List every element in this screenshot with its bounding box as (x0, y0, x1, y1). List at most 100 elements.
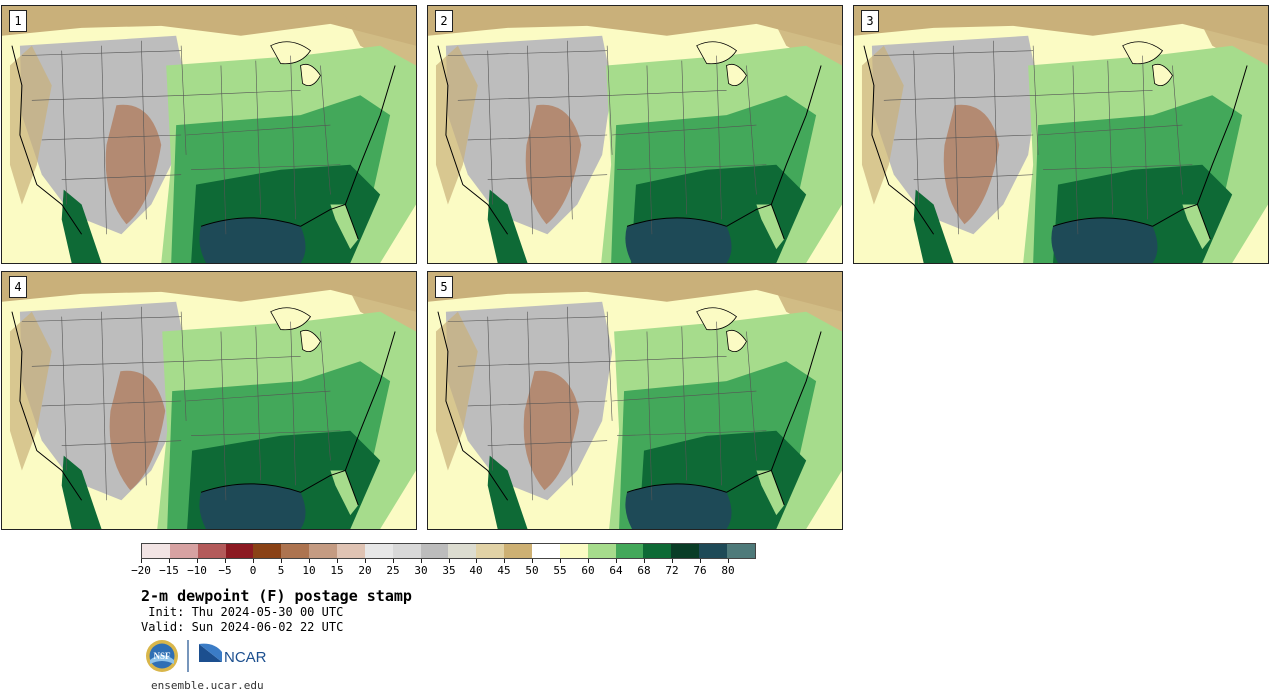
colorbar-segment (169, 544, 198, 558)
page-title: 2-m dewpoint (F) postage stamp (141, 587, 412, 605)
colorbar-tick (476, 559, 477, 563)
state-border (467, 400, 608, 407)
state-border (101, 311, 107, 501)
colorbar-segment (420, 544, 449, 558)
state-border (646, 331, 653, 501)
state-border (220, 65, 227, 235)
state-border (606, 45, 613, 155)
state-border (716, 321, 722, 486)
west-coast-tan (861, 45, 904, 205)
great-lakes (300, 63, 321, 86)
colorbar-tick-label: 55 (553, 564, 567, 577)
west-coast-tan (9, 45, 52, 205)
state-border (1142, 55, 1148, 220)
colorbar-tick-label: 72 (665, 564, 679, 577)
state-border (61, 50, 67, 205)
panel-number: 2 (435, 10, 453, 32)
state-border (527, 45, 533, 235)
panel-number: 1 (9, 10, 27, 32)
nsf-logo-text: NSF (153, 651, 171, 661)
colorbar-tick-label: 64 (609, 564, 623, 577)
map-panel-2[interactable]: 2 (427, 5, 843, 264)
colorbar-tick (700, 559, 701, 563)
colorbar-tick-label: 76 (693, 564, 707, 577)
colorbar-tick (337, 559, 338, 563)
state-border (31, 361, 187, 367)
colorbar-tick (169, 559, 170, 563)
florida (756, 204, 785, 250)
state-border (681, 326, 688, 481)
init-time: Init: Thu 2024-05-30 00 UTC (141, 605, 344, 619)
colorbar-tick-label: 45 (497, 564, 511, 577)
dry-core (523, 370, 580, 491)
state-border (487, 174, 608, 180)
state-border (746, 331, 757, 461)
colorbar-tick-label: 25 (386, 564, 400, 577)
state-border (191, 164, 341, 171)
state-border (467, 134, 608, 141)
map-panel-5[interactable]: 5 (427, 271, 843, 530)
state-border (617, 430, 767, 437)
colorbar-tick (421, 559, 422, 563)
coastline (437, 311, 822, 506)
colorbar-tick-label: 80 (721, 564, 735, 577)
state-border (606, 311, 613, 421)
state-border (487, 440, 608, 446)
west-coast-tan (435, 45, 478, 205)
colorbar-segment (309, 544, 338, 558)
florida (330, 470, 359, 516)
gulf-of-mexico (199, 217, 306, 263)
state-border (617, 164, 767, 171)
dewpoint-map (2, 6, 416, 263)
colorbar-tick (672, 559, 673, 563)
state-border (457, 361, 613, 367)
state-border (953, 45, 959, 235)
colorbar-tick-label: −5 (218, 564, 232, 577)
state-border (567, 40, 573, 220)
state-border (61, 174, 182, 180)
colorbar-tick-label: −20 (131, 564, 151, 577)
colorbar-segment (643, 544, 672, 558)
state-border (1032, 45, 1039, 155)
dewpoint-map (2, 272, 416, 529)
dewpoint-map (854, 6, 1268, 263)
gulf-of-mexico (625, 217, 732, 263)
great-lakes (1122, 41, 1164, 65)
state-border (913, 174, 1034, 180)
colorbar-tick (281, 559, 282, 563)
colorbar-tick-label: 68 (637, 564, 651, 577)
state-border (646, 65, 653, 235)
state-border (1107, 60, 1114, 215)
state-border (883, 95, 1039, 101)
great-lakes (696, 41, 738, 65)
colorbar-segment (532, 544, 560, 558)
colorbar-segment (142, 544, 170, 558)
colorbar-segment (253, 544, 282, 558)
colorbar-segment (727, 544, 755, 558)
colorbar-tick-label: 35 (442, 564, 456, 577)
state-border (993, 40, 999, 220)
mexico-coast (913, 189, 954, 263)
map-panel-1[interactable]: 1 (1, 5, 417, 264)
state-border (1072, 65, 1079, 235)
great-lakes (270, 307, 312, 331)
state-border (1172, 65, 1183, 195)
west-coast-tan (435, 311, 478, 471)
colorbar (141, 543, 756, 559)
map-panel-4[interactable]: 4 (1, 271, 417, 530)
florida (1182, 204, 1211, 250)
mexico-coast (61, 189, 102, 263)
state-border (141, 40, 147, 220)
colorbar-segment (197, 544, 226, 558)
dewpoint-map (428, 6, 842, 263)
map-panel-3[interactable]: 3 (853, 5, 1269, 264)
state-border (681, 60, 688, 215)
colorbar-tick (309, 559, 310, 563)
colorbar-tick (141, 559, 142, 563)
colorbar-segment (559, 544, 588, 558)
canada-region (428, 272, 842, 312)
state-border (716, 55, 722, 220)
state-border (255, 60, 262, 215)
colorbar-tick (393, 559, 394, 563)
colorbar-tick-label: 40 (469, 564, 483, 577)
